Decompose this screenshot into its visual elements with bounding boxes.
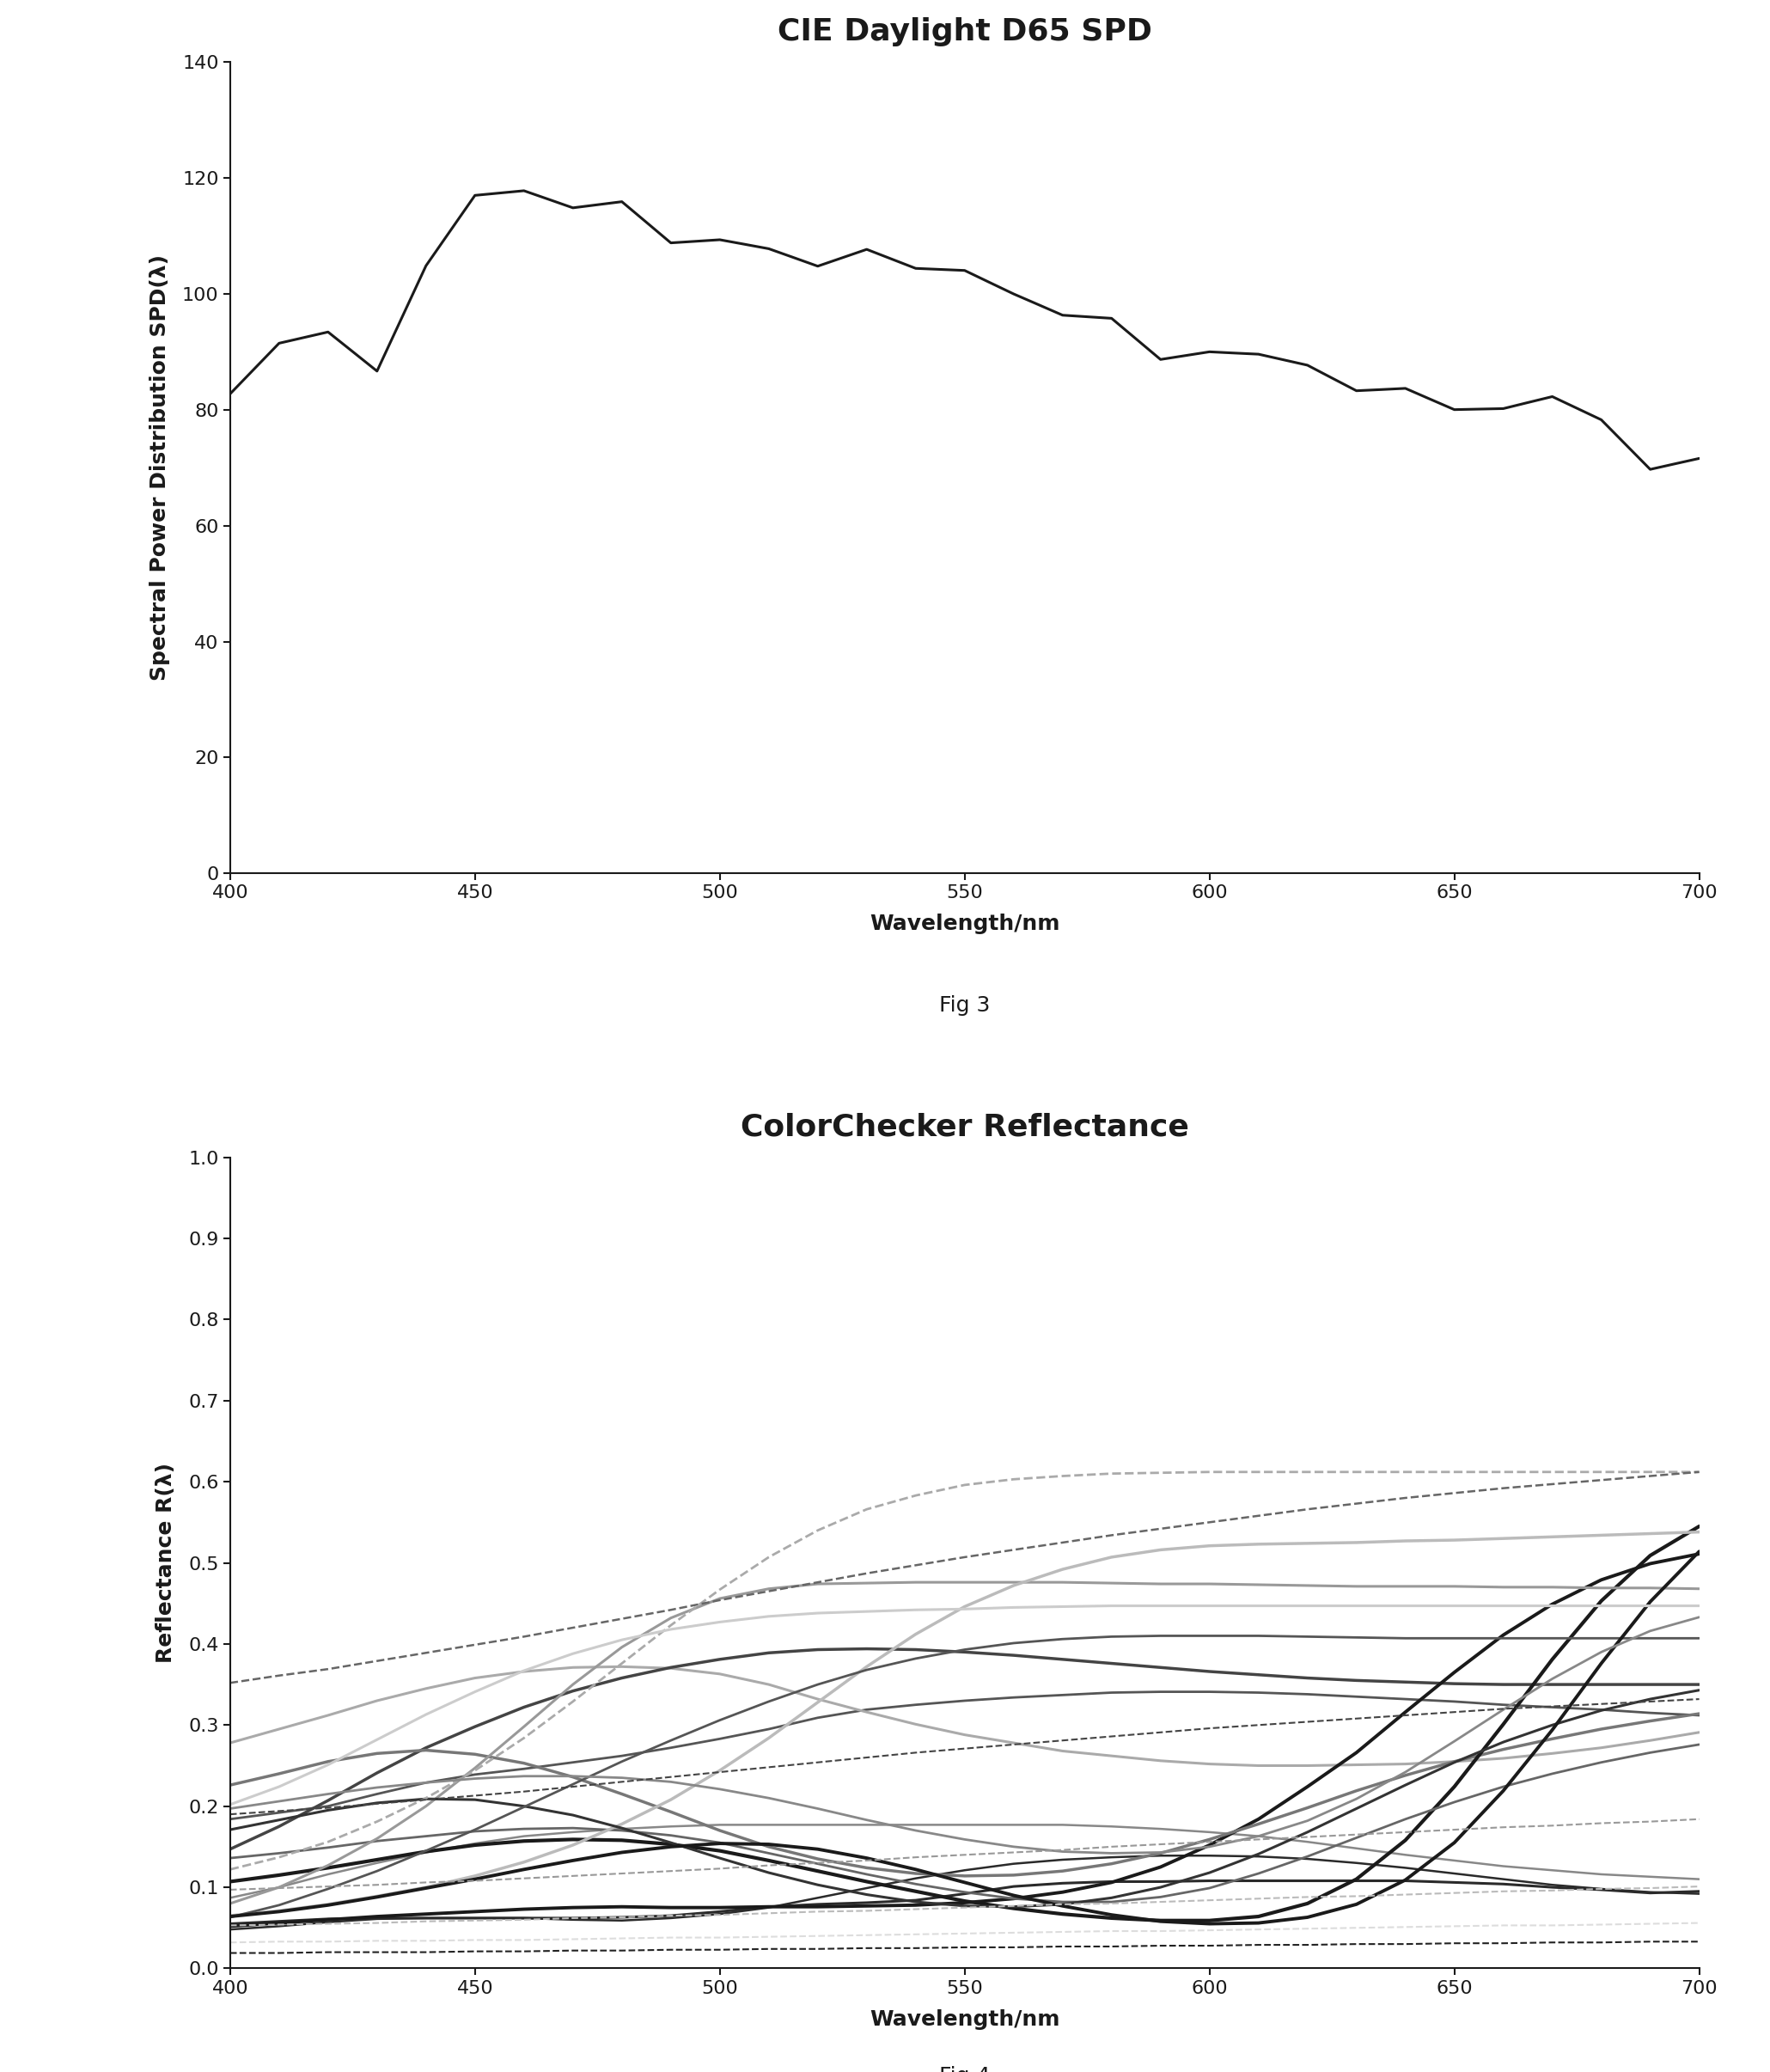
- Text: Fig 4: Fig 4: [940, 2066, 989, 2072]
- Title: CIE Daylight D65 SPD: CIE Daylight D65 SPD: [777, 17, 1152, 48]
- X-axis label: Wavelength/nm: Wavelength/nm: [869, 914, 1060, 934]
- Y-axis label: Reflectance R(λ): Reflectance R(λ): [156, 1463, 177, 1664]
- Text: Fig 3: Fig 3: [940, 995, 989, 1015]
- X-axis label: Wavelength/nm: Wavelength/nm: [869, 2010, 1060, 2028]
- Y-axis label: Spectral Power Distribution SPD(λ): Spectral Power Distribution SPD(λ): [150, 255, 170, 682]
- Title: ColorChecker Reflectance: ColorChecker Reflectance: [740, 1113, 1189, 1142]
